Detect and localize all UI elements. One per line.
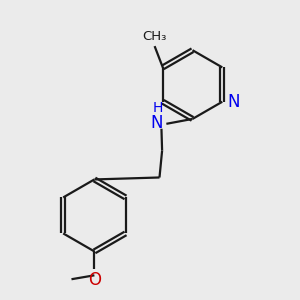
Text: H: H [152, 101, 163, 115]
Text: N: N [151, 114, 163, 132]
Text: CH₃: CH₃ [142, 30, 167, 43]
Text: N: N [228, 93, 240, 111]
Text: O: O [88, 271, 101, 289]
